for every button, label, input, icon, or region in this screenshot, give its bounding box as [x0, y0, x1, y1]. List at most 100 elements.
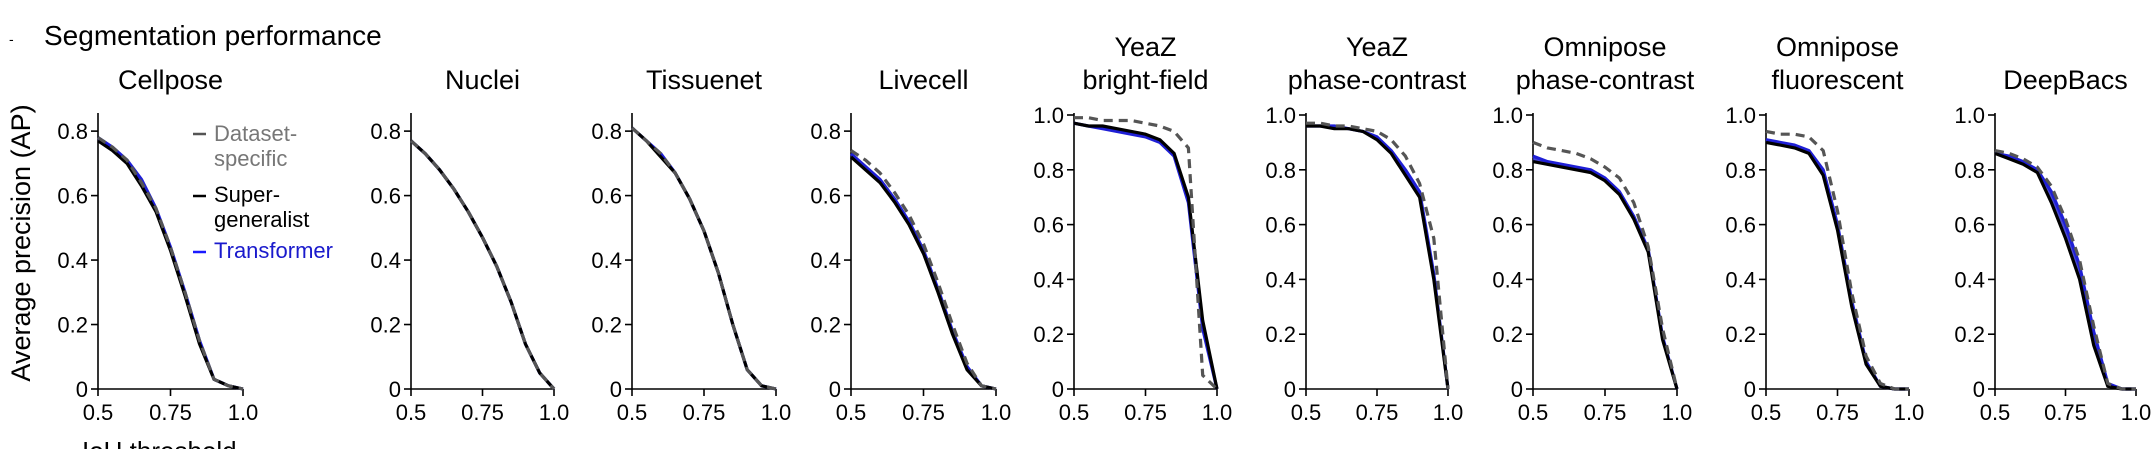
series-line-dataset-specific [1532, 140, 1679, 390]
panel-title-line: Omnipose [1543, 32, 1666, 62]
y-tick-label: 0.8 [57, 119, 88, 144]
series-line-dataset-specific [1994, 149, 2136, 391]
y-tick-label: 0.2 [57, 313, 88, 338]
y-tick-label: 0.6 [1033, 213, 1064, 238]
x-tick-label: 0.5 [1980, 400, 2011, 425]
y-tick-label: 0.2 [591, 313, 622, 338]
panel-title-line: Livecell [878, 65, 968, 95]
x-tick-label: 0.75 [1816, 400, 1859, 425]
x-tick-label: 0.75 [149, 400, 192, 425]
transformer-band [411, 140, 554, 389]
series-line-transformer [1306, 124, 1450, 390]
y-tick-label: 0.4 [1492, 267, 1523, 292]
x-tick-label: 0.5 [1059, 400, 1090, 425]
panel-3: Tissuenet 0 0.2 0.4 0.6 0.8 0.5 0.75 1.0 [591, 65, 791, 425]
y-tick-label: 0.6 [1265, 213, 1296, 238]
transformer-band [851, 153, 996, 389]
x-tick-label: 1.0 [761, 400, 792, 425]
x-tick-label: 1.0 [228, 400, 259, 425]
y-tick-label: 0.2 [1033, 322, 1064, 347]
panel-4: Livecell 0 0.2 0.4 0.6 0.8 0.5 0.75 1.0 [810, 65, 1011, 425]
y-tick-label: 0.6 [370, 184, 401, 209]
panel-2: Nuclei 0 0.2 0.4 0.6 0.8 0.5 0.75 1.0 [370, 65, 569, 425]
y-tick-label: 0.6 [57, 184, 88, 209]
y-tick-label: 0.2 [370, 313, 401, 338]
x-tick-label: 0.75 [2044, 400, 2087, 425]
panel-1: Cellpose 0 0.2 0.4 0.6 0.8 0.5 0.75 1.0 [57, 65, 258, 425]
legend-label: Super- [214, 182, 280, 207]
y-tick-label: 0 [610, 377, 622, 402]
y-tick-label: 0.8 [810, 119, 841, 144]
x-tick-label: 1.0 [1662, 400, 1693, 425]
panel-title-line: Omnipose [1776, 32, 1899, 62]
series-line-super-generalist [630, 126, 777, 391]
y-tick-label: 0.8 [591, 119, 622, 144]
y-tick-label: 1.0 [1265, 103, 1296, 128]
panel-title-line: Nuclei [445, 65, 520, 95]
series-line-transformer [409, 139, 556, 391]
legend-item: Transformer [193, 238, 333, 263]
y-tick-label: 0.4 [1265, 267, 1296, 292]
y-tick-label: 0.2 [1954, 322, 1985, 347]
y-tick-label: 0.4 [810, 248, 841, 273]
series-line-dataset-specific [850, 149, 997, 391]
x-tick-label: 0.75 [683, 400, 726, 425]
series-line-dataset-specific [1306, 121, 1450, 390]
y-tick-label: 1.0 [1033, 103, 1064, 128]
x-tick-label: 1.0 [539, 400, 570, 425]
series-line-dataset-specific [1074, 116, 1219, 391]
x-tick-label: 0.5 [1518, 400, 1549, 425]
y-tick-label: 0.4 [1954, 267, 1985, 292]
series-line-dataset-specific [630, 126, 777, 391]
y-tick-label: 1.0 [1725, 103, 1756, 128]
series-line-super-generalist [849, 155, 997, 391]
y-tick-label: 0 [389, 377, 401, 402]
y-tick-label: 0.4 [591, 248, 622, 273]
series-line-super-generalist [1306, 124, 1450, 390]
y-tick-label: 0.2 [810, 313, 841, 338]
series-line-dataset-specific [97, 136, 244, 391]
x-tick-label: 0.5 [836, 400, 867, 425]
series-line-super-generalist [1994, 151, 2136, 391]
panel-title-line: Cellpose [118, 65, 223, 95]
panel-title-line: YeaZ [1114, 32, 1176, 62]
panel-letter: - [9, 31, 14, 47]
y-tick-label: 0.2 [1725, 322, 1756, 347]
panel-title-line: phase-contrast [1516, 65, 1695, 95]
series-line-super-generalist [1765, 140, 1909, 391]
x-tick-label: 0.5 [396, 400, 427, 425]
y-tick-label: 0.8 [1725, 158, 1756, 183]
x-tick-label: 0.75 [1584, 400, 1627, 425]
transformer-band [1533, 156, 1677, 389]
series-line-transformer [1994, 151, 2136, 391]
series-line-super-generalist [1532, 160, 1679, 390]
x-tick-label: 0.75 [902, 400, 945, 425]
transformer-band [1995, 153, 2136, 389]
panel-9: DeepBacs 0 0.2 0.4 0.6 0.8 1.0 0.5 0.75 1.0 [1954, 65, 2151, 425]
y-tick-label: 0 [829, 377, 841, 402]
y-tick-label: 0.4 [1725, 267, 1756, 292]
series-line-transformer [630, 126, 777, 391]
series-line-super-generalist [97, 139, 244, 391]
y-tick-label: 0.4 [370, 248, 401, 273]
y-tick-label: 0.6 [1725, 213, 1756, 238]
x-tick-label: 0.75 [1124, 400, 1167, 425]
x-tick-label: 1.0 [1433, 400, 1464, 425]
transformer-band [1306, 126, 1448, 389]
x-tick-label: 0.5 [83, 400, 114, 425]
x-tick-label: 1.0 [981, 400, 1012, 425]
legend-label: specific [214, 146, 287, 171]
y-tick-label: 0.6 [591, 184, 622, 209]
y-tick-label: 0.2 [1265, 322, 1296, 347]
x-tick-label: 1.0 [2121, 400, 2151, 425]
x-tick-label: 0.5 [1291, 400, 1322, 425]
legend-label: generalist [214, 207, 309, 232]
series-line-transformer [1532, 154, 1679, 390]
series-line-super-generalist [409, 139, 556, 391]
y-tick-label: 0 [1511, 377, 1523, 402]
x-tick-label: 0.75 [1356, 400, 1399, 425]
